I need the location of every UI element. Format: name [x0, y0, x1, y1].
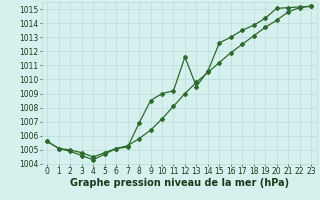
X-axis label: Graphe pression niveau de la mer (hPa): Graphe pression niveau de la mer (hPa)	[70, 178, 289, 188]
